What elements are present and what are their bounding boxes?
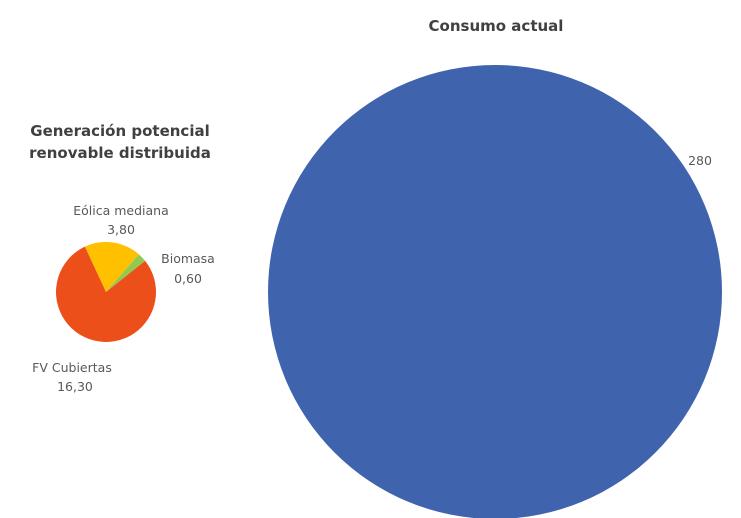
slice-label-consumo-value: 280 bbox=[688, 153, 712, 168]
small-pie-title-line-1: Generación potencial bbox=[30, 122, 209, 140]
large-pie-slice-slice bbox=[268, 65, 722, 518]
slice-label-eolica-name: Eólica mediana bbox=[73, 203, 169, 218]
slice-label-fv-value: 16,30 bbox=[57, 379, 93, 394]
slice-label-biomasa-name: Biomasa bbox=[161, 251, 215, 266]
small-pie-title-line-2: renovable distribuida bbox=[29, 144, 211, 162]
slice-label-eolica-value: 3,80 bbox=[107, 222, 135, 237]
slice-label-biomasa-value: 0,60 bbox=[174, 271, 202, 286]
small-pie-slice-biomasa bbox=[106, 254, 146, 292]
small-pie-slice-eolica-mediana bbox=[84, 242, 139, 292]
slice-label-fv-name: FV Cubiertas bbox=[32, 360, 112, 375]
small-pie-slice-fv-cubiertas bbox=[55, 246, 156, 342]
small-pie bbox=[55, 242, 156, 342]
large-pie bbox=[268, 65, 722, 518]
large-pie-title: Consumo actual bbox=[429, 17, 564, 35]
